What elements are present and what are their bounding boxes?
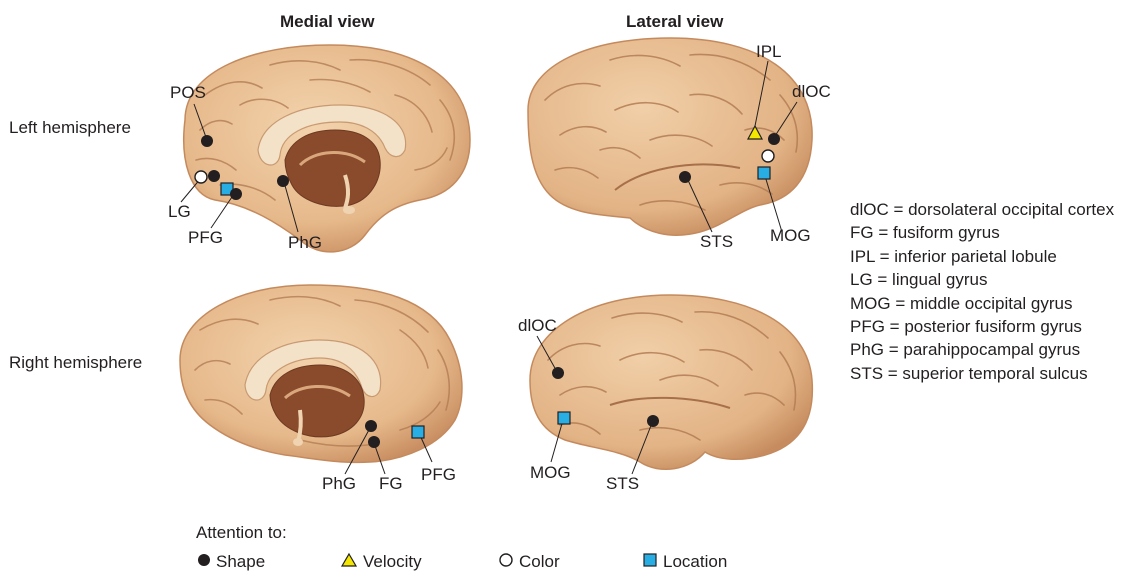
lh-lateral-ipl-velocity-marker [746, 124, 764, 140]
lh-medial-pos-shape-marker [201, 135, 213, 147]
lateral-view-heading: Lateral view [626, 12, 724, 31]
lh-medial-phg-shape-marker [277, 175, 289, 187]
rh-medial-pfg-location-marker [411, 425, 425, 439]
rh-lateral-dloc-label: dlOC [518, 316, 557, 335]
legend-velocity-label: Velocity [363, 552, 422, 571]
abbr-pfg: PFG = posterior fusiform gyrus [850, 317, 1082, 337]
lh-lateral-mog-label: MOG [770, 226, 811, 245]
markers [194, 124, 780, 448]
rh-lateral-brain [529, 294, 814, 470]
color-legend-icon [499, 553, 513, 567]
leader-lines [180, 60, 798, 475]
abbr-phg: PhG = parahippocampal gyrus [850, 340, 1081, 360]
lh-medial-pfg-shape-marker [230, 188, 242, 200]
abbr-lg: LG = lingual gyrus [850, 270, 988, 290]
rh-medial-phg-shape-marker [365, 420, 377, 432]
legend-title: Attention to: [196, 523, 287, 542]
rh-medial-fg-shape-marker [368, 436, 380, 448]
shape-legend-icon [198, 554, 210, 566]
rh-lateral-mog-label: MOG [530, 463, 571, 482]
lh-lateral-dloc-color-marker [761, 149, 775, 163]
rh-medial-pfg-label: PFG [421, 465, 456, 484]
legend-color-label: Color [519, 552, 560, 571]
medial-view-heading: Medial view [280, 12, 375, 31]
rh-lateral-sts-shape-marker [647, 415, 659, 427]
abbr-fg: FG = fusiform gyrus [850, 223, 1000, 243]
rh-medial-phg-label: PhG [322, 474, 357, 493]
lh-lateral-sts-label: STS [700, 232, 734, 251]
rh-lateral-sts-label: STS [606, 474, 640, 493]
legend-shape-label: Shape [216, 552, 266, 571]
lh-medial-brain [183, 44, 471, 253]
legend-location-label: Location [663, 552, 728, 571]
location-legend-icon [643, 553, 657, 567]
rh-lateral-dloc-shape-marker [552, 367, 564, 379]
abbr-dloc: dlOC = dorsolateral occipital cortex [850, 200, 1115, 219]
lh-lateral-dloc-label: dlOC [792, 82, 831, 101]
left-hemisphere-heading: Left hemisphere [9, 118, 131, 137]
lh-medial-lg-shape-marker [208, 170, 220, 182]
rh-medial-fg-label: FG [379, 474, 403, 493]
abbr-ipl: IPL = inferior parietal lobule [850, 246, 1057, 266]
right-hemisphere-heading: Right hemisphere [9, 353, 143, 372]
lh-medial-pfg-label: PFG [188, 228, 223, 247]
lh-medial-phg-label: PhG [288, 233, 323, 252]
lh-lateral-ipl-label: IPL [756, 42, 782, 61]
lh-medial-lg-label: LG [168, 202, 191, 221]
abbreviation-key: dlOC = dorsolateral occipital cortex FG … [850, 198, 1114, 385]
lh-lateral-sts-shape-marker [679, 171, 691, 183]
velocity-legend-icon [340, 552, 358, 567]
rh-lateral-mog-location-marker [557, 411, 571, 425]
abbr-mog: MOG = middle occipital gyrus [850, 293, 1073, 313]
lh-lateral-brain [527, 37, 813, 236]
lh-medial-pos-label: POS [170, 83, 206, 102]
lh-lateral-dloc-shape-marker [768, 133, 780, 145]
lh-lateral-mog-location-marker [757, 166, 771, 180]
abbr-sts: STS = superior temporal sulcus [850, 363, 1088, 383]
rh-medial-brain [179, 284, 463, 464]
lh-medial-lg-color-marker [194, 170, 208, 184]
